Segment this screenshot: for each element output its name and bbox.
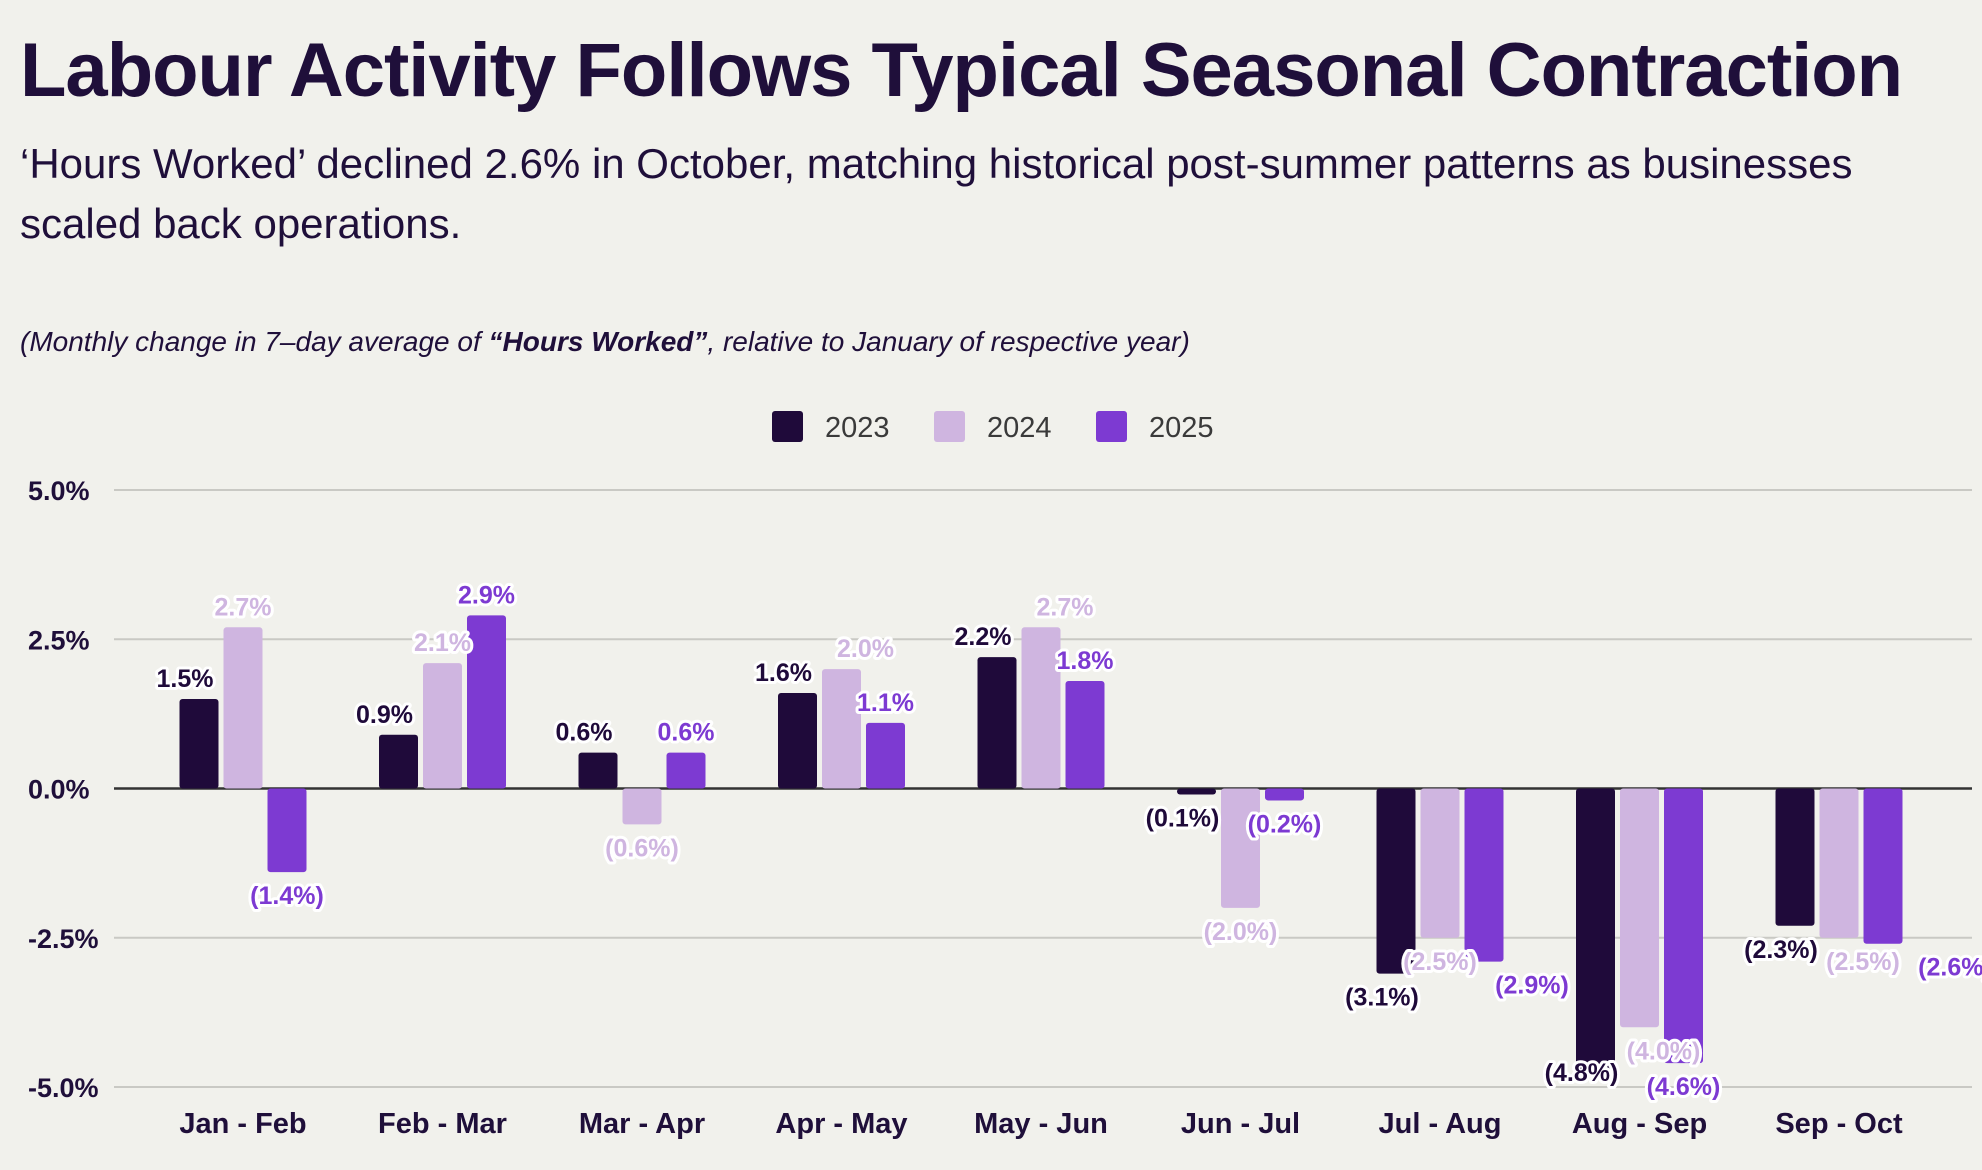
y-tick-label: 0.0% (28, 775, 90, 805)
note-bold: “Hours Worked” (488, 326, 708, 357)
y-tick-label: -2.5% (28, 924, 99, 954)
data-label-2023: (0.1%) (1146, 804, 1220, 832)
data-label-2023: 0.6% (556, 719, 613, 747)
data-label-2023: 2.2% (955, 623, 1012, 651)
x-tick-label: Apr - May (775, 1108, 907, 1140)
chart-subtitle: ‘Hours Worked’ declined 2.6% in October,… (20, 140, 1853, 247)
chart-title: Labour Activity Follows Typical Seasonal… (20, 28, 1903, 113)
y-tick-label: 5.0% (28, 476, 90, 506)
data-label-2024: (2.0%) (1204, 918, 1278, 946)
bar-2023 (1576, 788, 1615, 1076)
bar-2025 (1863, 788, 1903, 944)
x-tick-label: Jun - Jul (1181, 1108, 1300, 1140)
legend-label-2025: 2025 (1149, 412, 1214, 444)
data-label-2024: (4.0%) (1627, 1037, 1701, 1065)
data-label-2024: (2.5%) (1826, 948, 1900, 976)
bar-2025 (1664, 788, 1703, 1064)
y-tick-label: 2.5% (28, 625, 90, 655)
data-label-2023: (3.1%) (1345, 984, 1419, 1012)
x-tick-label: May - Jun (974, 1108, 1108, 1140)
data-label-2023: (4.8%) (1545, 1059, 1619, 1087)
legend-swatch-2024 (934, 411, 965, 442)
data-label-2023: 1.5% (157, 665, 214, 693)
data-label-2025: (2.9%) (1495, 972, 1569, 1000)
bar-2024 (1620, 788, 1659, 1028)
bar-2023 (1775, 788, 1815, 926)
bar-2023 (977, 657, 1017, 789)
x-tick-label: Jul - Aug (1379, 1108, 1502, 1140)
bar-2024 (1819, 788, 1859, 938)
legend-swatch-2023 (772, 411, 803, 442)
data-label-2024: 2.0% (837, 635, 894, 663)
x-tick-label: Mar - Apr (579, 1108, 705, 1140)
x-tick-label: Feb - Mar (378, 1108, 507, 1140)
bar-2025 (467, 615, 506, 789)
data-label-2023: 0.9% (356, 701, 413, 729)
x-tick-label: Aug - Sep (1572, 1108, 1707, 1140)
bar-2024 (1021, 627, 1061, 789)
note-suffix: , relative to January of respective year… (707, 326, 1190, 357)
data-label-2024: 2.7% (1037, 593, 1094, 621)
data-label-2025: (2.6%) (1918, 954, 1982, 982)
data-label-2024: (0.6%) (605, 834, 679, 862)
bar-2023 (578, 752, 618, 789)
x-tick-label: Jan - Feb (179, 1108, 306, 1140)
data-label-2025: 2.9% (458, 581, 515, 609)
data-label-2024: (2.5%) (1403, 948, 1477, 976)
legend-label-2024: 2024 (987, 412, 1052, 444)
data-label-2024: 2.7% (215, 593, 272, 621)
bar-2023 (1376, 788, 1416, 974)
x-tick-label: Sep - Oct (1775, 1108, 1903, 1140)
data-label-2025: 0.6% (658, 719, 715, 747)
data-label-2025: (1.4%) (250, 882, 324, 910)
note-prefix: (Monthly change in 7–day average of (20, 326, 489, 357)
bar-2025 (866, 722, 905, 789)
data-label-2023: (2.3%) (1744, 936, 1818, 964)
bar-2023 (179, 698, 219, 789)
bar-2025 (1265, 788, 1304, 801)
bar-2025 (1065, 681, 1105, 789)
data-label-2024: 2.1% (414, 629, 471, 657)
legend-label-2023: 2023 (825, 412, 890, 444)
bar-2024 (822, 669, 861, 789)
bar-2025 (267, 788, 307, 873)
bar-2024 (1420, 788, 1460, 938)
data-label-2025: (4.6%) (1647, 1073, 1721, 1101)
bar-2025 (666, 752, 706, 789)
bar-2024 (1221, 788, 1260, 908)
bar-2023 (379, 734, 418, 789)
bar-2024 (223, 627, 263, 789)
bar-2023 (1177, 788, 1216, 795)
data-label-2025: 1.8% (1057, 647, 1114, 675)
legend-swatch-2025 (1096, 411, 1127, 442)
bar-2023 (778, 692, 817, 789)
bar-2025 (1464, 788, 1504, 962)
data-label-2025: 1.1% (857, 689, 914, 717)
data-label-2025: (0.2%) (1248, 810, 1322, 838)
chart-note: (Monthly change in 7–day average of “Hou… (20, 326, 1190, 358)
bar-2024 (423, 663, 462, 789)
bar-2024 (622, 788, 662, 825)
data-label-2023: 1.6% (755, 659, 812, 687)
y-tick-label: -5.0% (28, 1073, 99, 1103)
